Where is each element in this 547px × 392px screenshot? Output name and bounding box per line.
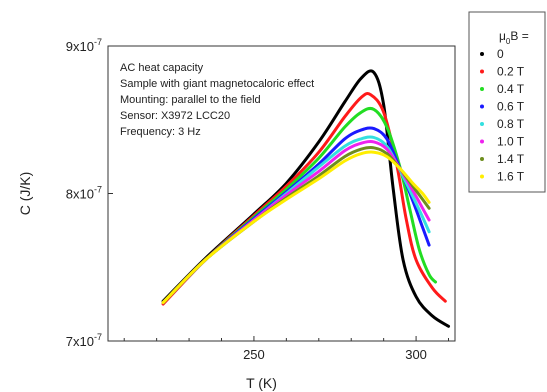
annotation-line: Sensor: X3972 LCC20 [120, 110, 230, 122]
y-axis-label: C (J/K) [17, 172, 33, 216]
legend: μ0B =0 0.2 T 0.4 T 0.6 T 0.8 T 1.0 T 1.4 T 1.6 … [468, 11, 546, 193]
annotation-line: AC heat capacity [120, 62, 204, 74]
legend-swatch [480, 122, 484, 126]
legend-entry: 0.8 T [497, 117, 525, 131]
y-tick-label: 8x10-7 [66, 185, 102, 202]
legend-swatch [480, 52, 484, 56]
legend-entry: 0.6 T [497, 100, 525, 114]
legend-box [468, 11, 546, 193]
legend-entry: 0 [497, 47, 504, 61]
axis-ticks: 250 300 7x10-7 8x10-7 9x10-7 [66, 37, 450, 362]
y-tick-label: 7x10-7 [66, 332, 102, 349]
legend-entry: 0.4 T [497, 82, 525, 96]
x-tick-label: 250 [243, 347, 265, 362]
legend-entry: 0.2 T [497, 65, 525, 79]
legend-swatch [480, 69, 484, 74]
legend-entry: 1.4 T [497, 152, 525, 166]
series-line-7 [161, 150, 431, 305]
legend-swatch [480, 104, 484, 109]
legend-swatch [480, 174, 484, 179]
x-axis-label: T (K) [246, 375, 277, 391]
x-tick-label: 300 [405, 347, 427, 362]
annotation-line: Sample with giant magnetocaloric effect [120, 78, 314, 90]
series-layer [161, 69, 450, 328]
legend-swatch [480, 87, 484, 91]
y-tick-label: 9x10-7 [66, 37, 102, 54]
annotation-line: Mounting: parallel to the field [120, 94, 261, 106]
annotation-block: AC heat capacity Sample with giant magnet… [120, 62, 314, 138]
legend-title: μ0B = [499, 29, 529, 46]
legend-swatch [480, 157, 484, 161]
legend-entry: 1.0 T [497, 135, 525, 149]
annotation-line: Frequency: 3 Hz [120, 126, 201, 138]
legend-entry: 1.6 T [497, 170, 525, 184]
legend-swatch [480, 139, 484, 144]
